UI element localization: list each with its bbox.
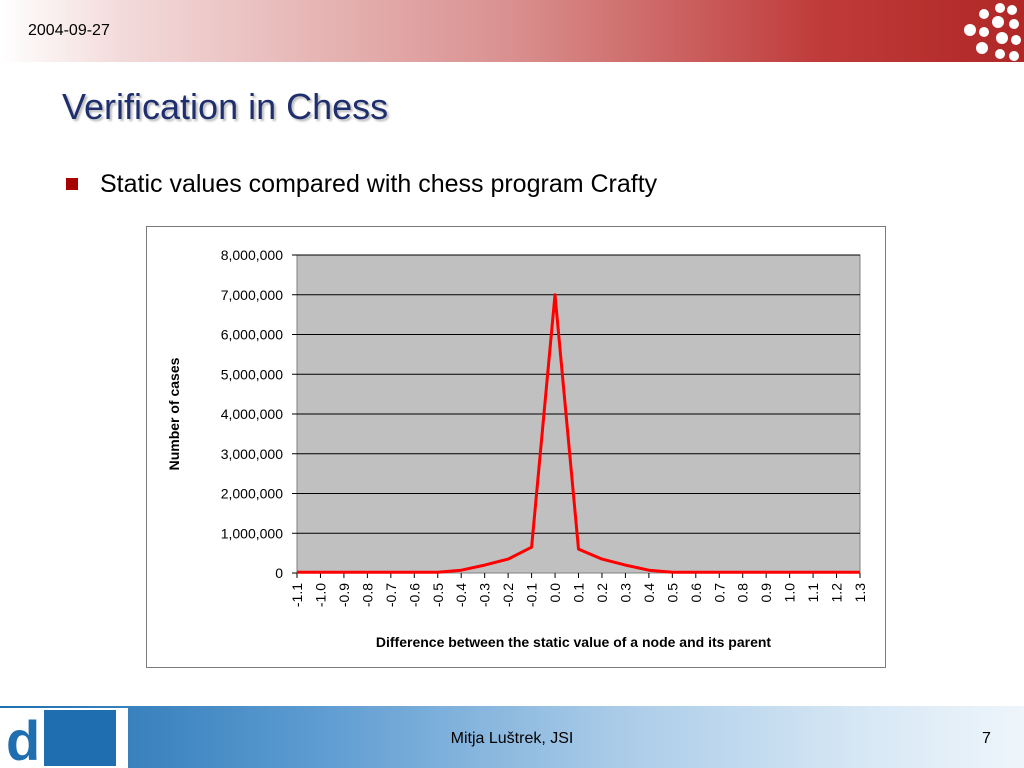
bullet-text: Static values compared with chess progra…	[100, 169, 658, 198]
x-tick-label: 0.2	[594, 583, 610, 603]
y-tick-label: 3,000,000	[221, 446, 283, 462]
x-tick-label: -1.0	[312, 583, 328, 607]
x-tick-label: 0.6	[688, 583, 704, 603]
y-tick-label: 8,000,000	[221, 247, 283, 263]
y-tick-label: 7,000,000	[221, 287, 283, 303]
x-tick-label: 0.5	[664, 583, 680, 603]
series-line	[297, 293, 860, 574]
dis-logo-text: dis	[6, 709, 105, 768]
slide-title: Verification in Chess	[62, 86, 389, 127]
x-tick-label: -0.7	[383, 583, 399, 607]
x-tick-label: -0.4	[453, 583, 469, 607]
square-bullet-icon	[66, 178, 78, 190]
y-tick-label: 4,000,000	[221, 406, 283, 422]
footer-author: Mitja Luštrek, JSI	[450, 730, 574, 747]
x-axis-ticks: -1.1 -1.0 -0.9 -0.8 -0.7 -0.6 -0.5 -0.4 -0.3 -0.2…	[289, 573, 868, 607]
x-tick-label: 0.7	[711, 583, 727, 603]
x-tick-label: -1.1	[289, 583, 305, 607]
header-band	[0, 0, 1024, 62]
x-axis-label: Difference between the static value of a…	[376, 634, 772, 650]
dis-logo: dis	[0, 708, 128, 768]
x-tick-label: -0.1	[524, 583, 540, 607]
x-tick-label: 0.0	[547, 583, 563, 603]
y-tick-label: 0	[275, 565, 283, 581]
page-number: 7	[982, 730, 991, 747]
y-tick-label: 6,000,000	[221, 327, 283, 343]
x-tick-label: 0.4	[641, 583, 657, 603]
chart-frame: 0 1,000,000 2,000,000 3,000,000 4,000,000 5,0…	[146, 226, 886, 668]
x-tick-label: -0.6	[406, 583, 422, 607]
footer-band	[0, 706, 1024, 768]
y-tick-label: 2,000,000	[221, 486, 283, 502]
x-tick-label: -0.5	[430, 583, 446, 607]
x-tick-label: -0.2	[500, 583, 516, 607]
y-axis-ticks: 0 1,000,000 2,000,000 3,000,000 4,000,000 5,0…	[221, 247, 297, 581]
x-tick-label: 0.3	[617, 583, 633, 603]
slide-date: 2004-09-27	[28, 22, 110, 39]
dots-logo-icon	[964, 3, 1021, 61]
x-tick-label: 0.8	[735, 583, 751, 603]
x-tick-label: 0.1	[571, 583, 587, 603]
x-tick-label: 0.9	[758, 583, 774, 603]
x-tick-label: 1.3	[852, 583, 868, 603]
x-tick-label: 1.0	[782, 583, 798, 603]
x-tick-label: -0.3	[477, 583, 493, 607]
x-tick-label: 1.2	[829, 583, 845, 603]
bullet-item: Static values compared with chess progra…	[66, 168, 657, 200]
y-tick-label: 5,000,000	[221, 366, 283, 382]
y-axis-label: Number of cases	[166, 357, 182, 470]
x-tick-label: 1.1	[805, 583, 821, 603]
line-chart: 0 1,000,000 2,000,000 3,000,000 4,000,000 5,0…	[166, 247, 868, 650]
x-tick-label: -0.8	[359, 583, 375, 607]
gridlines	[297, 254, 860, 534]
y-tick-label: 1,000,000	[221, 525, 283, 541]
x-tick-label: -0.9	[336, 583, 352, 607]
